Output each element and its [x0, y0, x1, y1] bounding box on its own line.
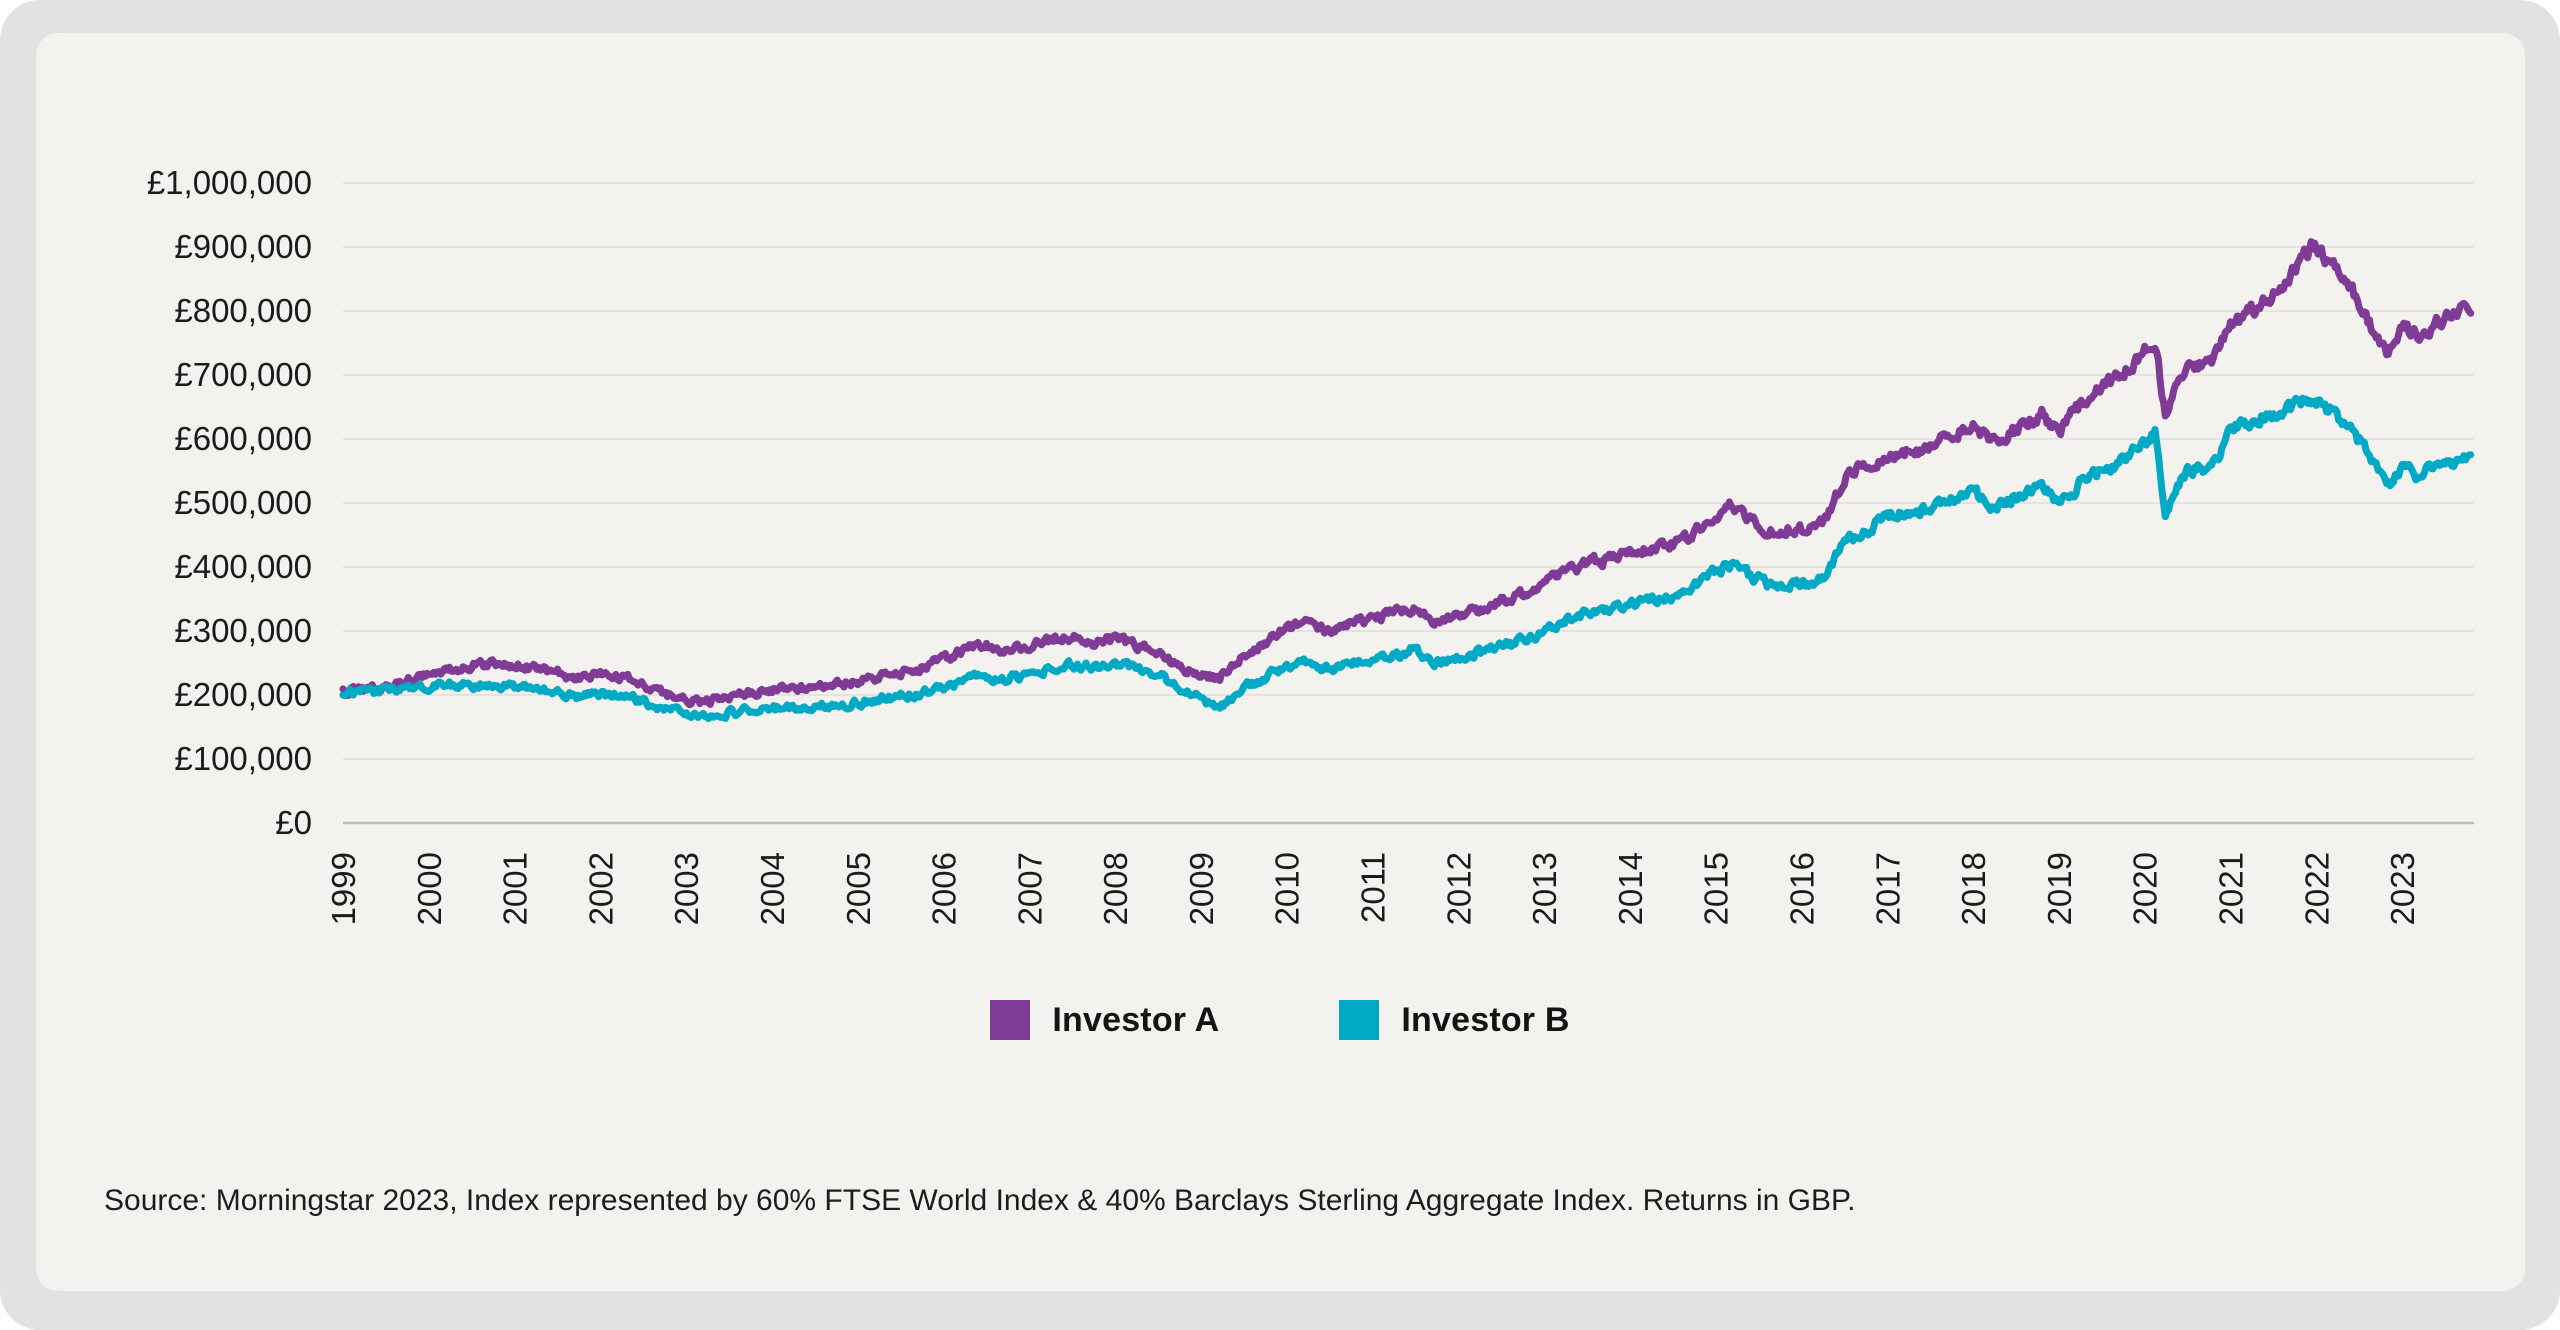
y-axis-tick-label: £800,000 [174, 292, 312, 329]
source-note: Source: Morningstar 2023, Index represen… [104, 1184, 1856, 1217]
y-axis-tick-label: £400,000 [174, 548, 312, 585]
x-axis-tick-label: 2015 [1698, 852, 1735, 925]
x-axis-tick-label: 2021 [2212, 852, 2249, 925]
chart-panel [36, 33, 2525, 1291]
x-axis-tick-label: 2000 [411, 852, 448, 925]
x-axis-tick-label: 2003 [668, 852, 705, 925]
x-axis-tick-label: 2019 [2041, 852, 2078, 925]
x-axis-tick-label: 2008 [1097, 852, 1134, 925]
series-line-investor-b [339, 394, 2475, 723]
x-axis-tick-label: 2006 [926, 852, 963, 925]
x-axis-tick-label: 2011 [1355, 852, 1392, 923]
x-axis-tick-label: 2005 [840, 852, 877, 925]
x-axis-tick-label: 2017 [1869, 852, 1906, 925]
chart-legend: Investor A Investor B [0, 1000, 2560, 1040]
x-axis-tick-label: 2010 [1269, 852, 1306, 925]
y-axis-tick-label: £900,000 [174, 228, 312, 265]
y-axis-tick-label: £100,000 [174, 740, 312, 777]
x-axis-tick-label: 2004 [754, 852, 791, 925]
legend-item-investor-a: Investor A [990, 1000, 1219, 1040]
x-axis-tick-label: 1999 [325, 852, 362, 925]
x-axis-tick-label: 2013 [1526, 852, 1563, 925]
x-axis-tick-label: 2018 [1955, 852, 1992, 925]
y-axis-tick-label: £500,000 [174, 484, 312, 521]
x-axis-tick-label: 2023 [2384, 852, 2421, 925]
x-axis-tick-label: 2020 [2127, 852, 2164, 925]
x-axis-tick-label: 2016 [1784, 852, 1821, 925]
y-axis-tick-label: £300,000 [174, 612, 312, 649]
y-axis-tick-label: £200,000 [174, 676, 312, 713]
x-axis-tick-label: 2007 [1011, 852, 1048, 925]
legend-item-investor-b: Investor B [1339, 1000, 1569, 1040]
x-axis-tick-label: 2022 [2298, 852, 2335, 925]
series-line-investor-a [339, 238, 2475, 709]
investor-b-label: Investor B [1401, 1000, 1570, 1039]
x-axis-tick-label: 2014 [1612, 852, 1649, 925]
x-axis-tick-label: 2012 [1440, 852, 1477, 925]
x-axis-tick-label: 2002 [582, 852, 619, 925]
x-axis-tick-label: 2009 [1183, 852, 1220, 925]
y-axis-tick-label: £600,000 [174, 420, 312, 457]
y-axis-tick-label: £0 [275, 804, 312, 841]
investor-a-swatch [990, 1000, 1031, 1040]
y-axis-tick-label: £1,000,000 [147, 164, 312, 201]
investor-a-label: Investor A [1052, 1000, 1220, 1039]
x-axis-tick-label: 2001 [497, 852, 534, 925]
investor-b-swatch [1339, 1000, 1380, 1040]
y-axis-tick-label: £700,000 [174, 356, 312, 393]
